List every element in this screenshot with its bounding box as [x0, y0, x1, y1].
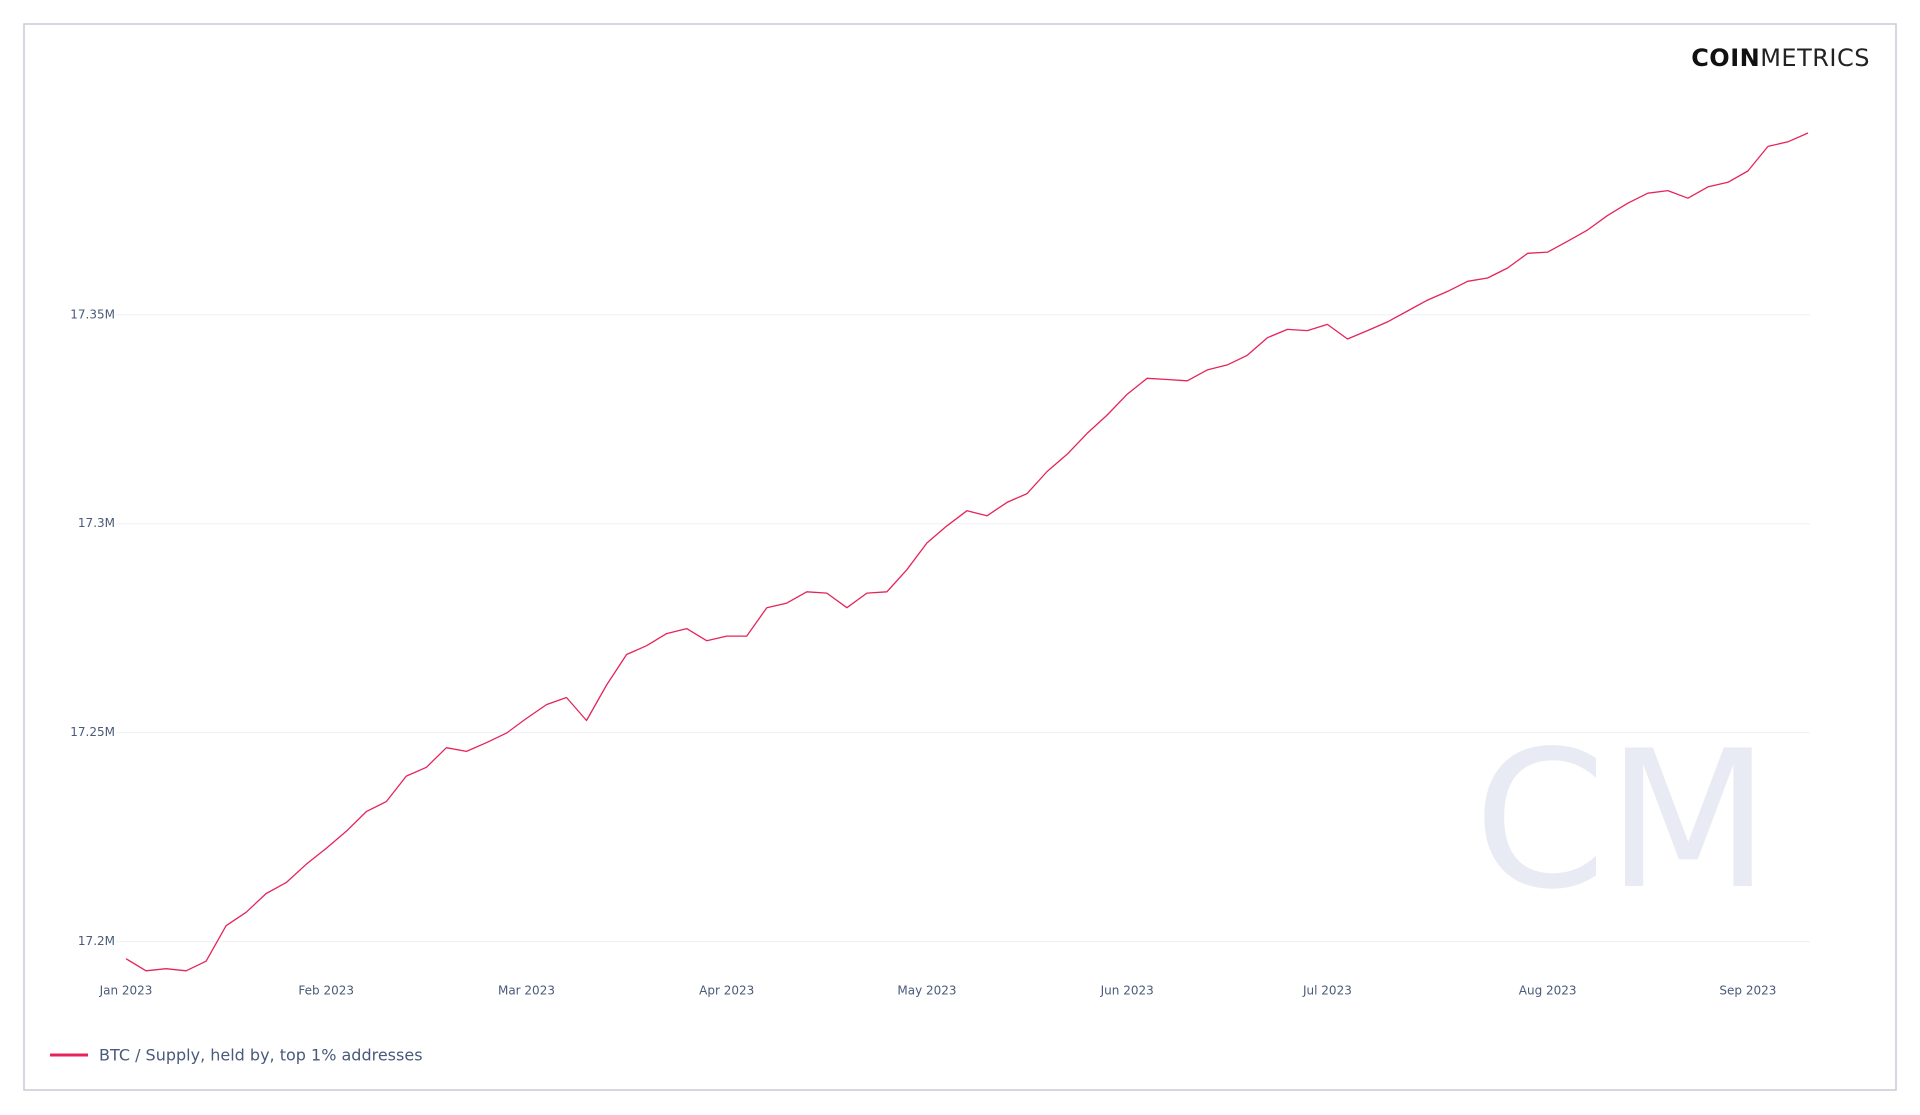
x-tick-label: Jan 2023: [99, 984, 153, 998]
legend-label: BTC / Supply, held by, top 1% addresses: [99, 1046, 423, 1065]
logo-light: METRICS: [1760, 44, 1870, 72]
x-tick-label: Mar 2023: [498, 984, 555, 998]
x-tick-label: Jul 2023: [1302, 984, 1352, 998]
x-tick-label: Jun 2023: [1100, 984, 1154, 998]
x-tick-label: Apr 2023: [699, 984, 754, 998]
x-tick-label: Feb 2023: [298, 984, 354, 998]
logo-bold: COIN: [1691, 44, 1760, 72]
frame: [23, 23, 1897, 1091]
series-line: [125, 132, 1809, 972]
x-tick-label: Sep 2023: [1719, 984, 1776, 998]
watermark: CM: [1474, 710, 1771, 931]
y-tick-label: 17.3M: [78, 516, 115, 530]
logo: COINMETRICS: [1691, 44, 1870, 72]
y-tick-label: 17.35M: [70, 307, 115, 321]
x-tick-label: May 2023: [897, 984, 956, 998]
x-tick-label: Aug 2023: [1519, 984, 1577, 998]
y-tick-label: 17.2M: [78, 934, 115, 948]
y-tick-label: 17.25M: [70, 725, 115, 739]
